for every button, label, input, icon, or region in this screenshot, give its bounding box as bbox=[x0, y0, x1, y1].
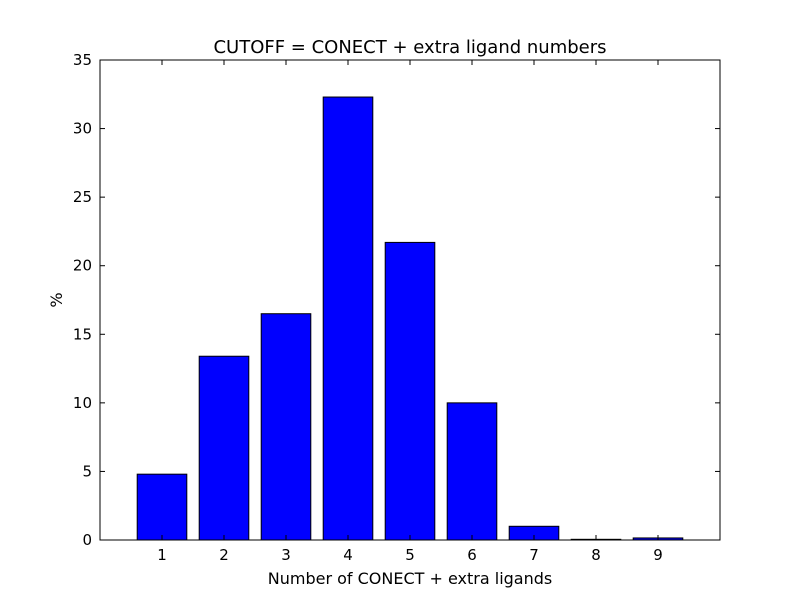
y-tick-label: 0 bbox=[82, 531, 92, 549]
x-tick-label: 1 bbox=[157, 546, 167, 564]
y-tick-label: 5 bbox=[82, 462, 92, 480]
chart-title: CUTOFF = CONECT + extra ligand numbers bbox=[213, 37, 606, 58]
y-tick-label: 10 bbox=[73, 394, 92, 412]
x-tick-label: 3 bbox=[281, 546, 291, 564]
bar-3 bbox=[260, 313, 312, 541]
x-tick-label: 5 bbox=[405, 546, 415, 564]
bar-1 bbox=[136, 473, 188, 541]
y-tick-label: 30 bbox=[73, 120, 92, 138]
y-tick-label: 25 bbox=[73, 188, 92, 206]
tick-labels-layer: 1 2 3 4 5 6 7 8 9 0 5 10 15 20 25 30 35 bbox=[73, 51, 663, 564]
x-tick-label: 6 bbox=[467, 546, 477, 564]
x-tick-label: 2 bbox=[219, 546, 229, 564]
x-tick-label: 9 bbox=[653, 546, 663, 564]
y-tick-label: 15 bbox=[73, 325, 92, 343]
x-axis-label: Number of CONECT + extra ligands bbox=[268, 569, 553, 588]
bar-6 bbox=[446, 402, 498, 541]
ticks-layer bbox=[100, 59, 720, 541]
x-tick-label: 4 bbox=[343, 546, 353, 564]
bar-2 bbox=[198, 355, 250, 541]
x-tick-label: 8 bbox=[591, 546, 601, 564]
bars-layer bbox=[136, 96, 684, 541]
x-tick-label: 7 bbox=[529, 546, 539, 564]
y-tick-label: 35 bbox=[73, 51, 92, 69]
bar-4 bbox=[322, 96, 374, 541]
y-axis-label: % bbox=[47, 292, 66, 307]
y-tick-label: 20 bbox=[73, 257, 92, 275]
bar-5 bbox=[384, 241, 436, 541]
